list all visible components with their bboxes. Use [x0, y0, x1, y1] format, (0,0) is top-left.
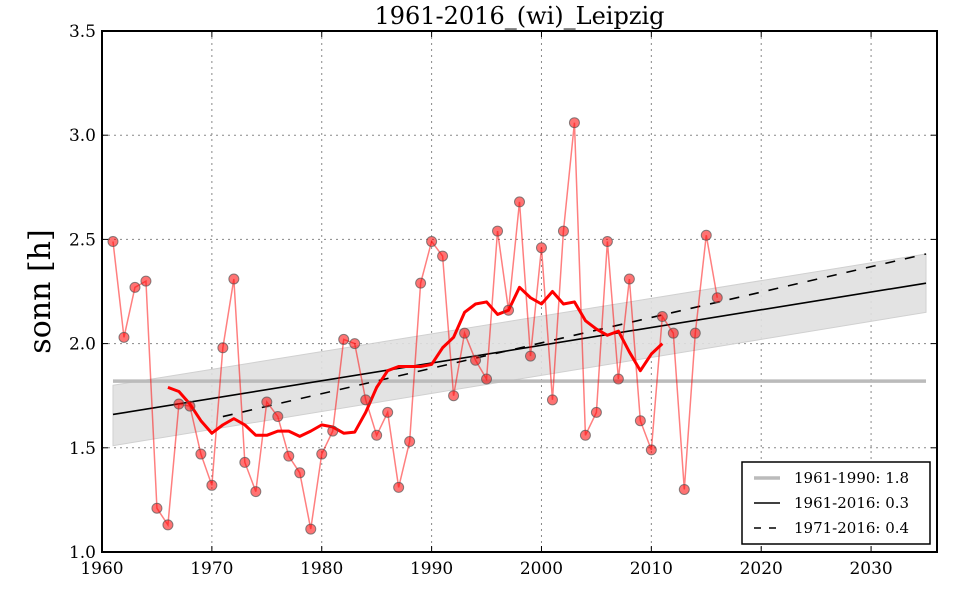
trend-line-dashed	[222, 253, 927, 418]
legend-label: 1961-1990: 1.8	[794, 469, 909, 487]
data-point	[140, 275, 152, 287]
data-point	[667, 327, 679, 339]
data-point	[623, 273, 635, 285]
x-tick-label: 2030	[849, 559, 892, 579]
x-tick-label: 1990	[410, 559, 453, 579]
data-point	[601, 235, 613, 247]
data-point	[349, 338, 361, 350]
data-point	[162, 519, 174, 531]
grid	[102, 31, 937, 552]
data-point	[437, 250, 449, 262]
data-point	[524, 350, 536, 362]
data-point	[118, 331, 130, 343]
data-point	[689, 327, 701, 339]
data-point	[711, 292, 723, 304]
data-point	[327, 425, 339, 437]
y-tick-label: 2.0	[69, 335, 96, 355]
x-tick-label: 1960	[80, 559, 123, 579]
y-tick-label: 2.5	[69, 230, 96, 250]
data-point	[173, 398, 185, 410]
data-point	[514, 196, 525, 208]
data-point	[371, 429, 383, 441]
data-point	[239, 456, 251, 468]
moving-average-line	[167, 285, 664, 438]
data-point	[316, 448, 328, 460]
y-tick-label: 3.0	[69, 126, 96, 146]
data-point	[426, 235, 438, 247]
chart-title: 1961-2016_(wi)_Leipzig	[374, 2, 664, 30]
x-tick-label: 1970	[190, 559, 233, 579]
data-point	[557, 225, 569, 237]
data-point	[404, 436, 416, 448]
data-point	[481, 373, 493, 385]
data-point	[700, 229, 712, 241]
data-point	[129, 281, 141, 293]
x-tick-label: 2000	[520, 559, 563, 579]
data-point	[459, 327, 471, 339]
y-tick-label: 1.5	[69, 439, 96, 459]
confidence-band	[112, 253, 927, 447]
data-point	[283, 450, 295, 462]
x-tick-label: 1980	[300, 559, 343, 579]
data-point	[656, 311, 668, 323]
data-point	[590, 406, 602, 418]
y-tick-label: 3.5	[69, 22, 96, 42]
data-point	[250, 486, 262, 498]
data-point	[206, 479, 218, 491]
data-point	[338, 333, 350, 345]
data-point	[360, 394, 372, 406]
legend: 1961-1990: 1.8 1961-2016: 0.3 1971-2016: 0…	[741, 461, 931, 545]
data-point	[470, 354, 482, 366]
data-point	[645, 444, 657, 456]
annual-line	[112, 122, 719, 530]
data-point	[634, 415, 646, 427]
data-point	[448, 390, 460, 402]
data-point	[107, 235, 119, 247]
data-point	[393, 481, 405, 493]
data-point	[217, 342, 229, 354]
y-tick-label: 1.0	[69, 543, 96, 563]
data-point	[294, 467, 306, 479]
data-point	[261, 396, 273, 408]
data-point	[184, 400, 196, 412]
data-point	[568, 117, 580, 129]
data-point	[579, 429, 591, 441]
x-tick-label: 2020	[740, 559, 783, 579]
data-point	[678, 483, 690, 495]
legend-label: 1961-2016: 0.3	[794, 494, 909, 512]
data-point	[492, 225, 504, 237]
plot-frame	[101, 30, 938, 553]
legend-label: 1971-2016: 0.4	[794, 519, 909, 537]
data-point	[272, 411, 284, 423]
data-point	[612, 373, 624, 385]
confidence-band-area	[112, 253, 927, 447]
data-point	[415, 277, 427, 289]
trend-line-solid	[112, 282, 927, 416]
data-point	[546, 394, 558, 406]
data-point	[503, 304, 515, 316]
data-point	[195, 448, 207, 460]
data-series	[107, 117, 723, 535]
x-tick-label: 2010	[630, 559, 673, 579]
y-axis-label: sonn [h]	[23, 229, 58, 353]
reference-lines	[112, 253, 927, 418]
data-point	[382, 406, 394, 418]
data-point	[228, 273, 240, 285]
data-point	[535, 242, 547, 254]
data-point	[151, 502, 163, 514]
axis-ticks: 1960 1970 1980 1990 2000 2010 2020 2030 1.0 1.5 2.…	[69, 22, 937, 579]
data-point	[305, 523, 317, 535]
